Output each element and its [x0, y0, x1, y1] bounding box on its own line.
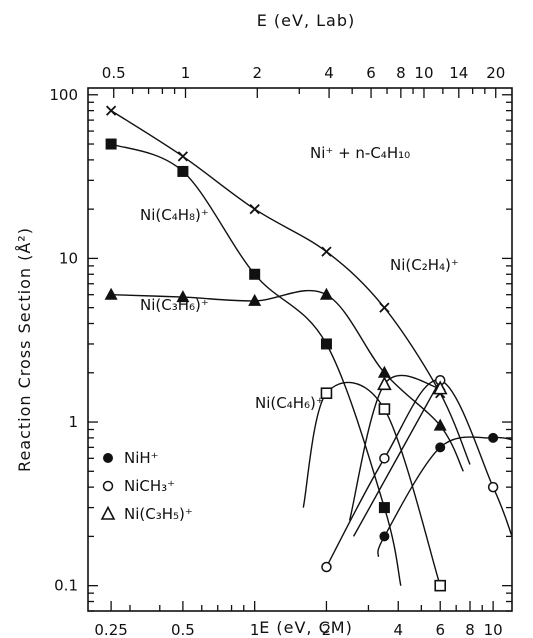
x2-tick-label: 1	[181, 64, 191, 82]
y-tick-label: 1	[68, 413, 78, 431]
plot-frame	[87, 87, 513, 612]
chart-text: 0.1 1 10 100 0.25 0.5 1 2 4 6 8 10 0.5 1 2 4 6 8 10 14 20 E (…	[15, 11, 505, 638]
x-tick-label: 4	[393, 621, 403, 638]
x2-tick-label: 4	[324, 64, 334, 82]
curve-extra	[352, 379, 441, 537]
x2-tick-label: 14	[449, 64, 468, 82]
curve-filled-circle	[377, 436, 513, 557]
filled-circle-marker	[103, 453, 113, 463]
x-axis-title: E (eV, CM)	[259, 618, 353, 637]
x-marker	[379, 302, 390, 313]
open-triangle-marker	[377, 376, 392, 391]
x-tick-label: 0.5	[171, 621, 195, 638]
filled-triangle-marker	[433, 418, 447, 431]
legend: NiH⁺ NiCH₃⁺ Ni(C₃H₅)⁺	[100, 449, 193, 523]
legend-item: NiH⁺	[103, 449, 159, 467]
filled-square-marker	[249, 268, 261, 280]
filled-square-marker	[320, 338, 332, 350]
open-circle-marker	[379, 453, 390, 464]
open-square-marker	[434, 579, 447, 592]
y-tick-label: 10	[59, 249, 78, 267]
axis-ticks	[88, 88, 512, 612]
open-triangle-marker	[432, 380, 448, 395]
open-circle-marker	[321, 561, 332, 573]
series-label-c3h6: Ni(C₃H₆)⁺	[140, 296, 209, 314]
y-axis-title: Reaction Cross Section (Å²)	[15, 227, 34, 472]
open-square-marker	[320, 387, 333, 400]
open-circle-marker	[102, 480, 114, 492]
open-circle-marker	[487, 481, 499, 493]
x-stroke	[379, 302, 390, 313]
reaction-label: Ni⁺ + n-C₄H₁₀	[310, 144, 410, 162]
x-stroke	[249, 204, 260, 215]
x-stroke	[105, 105, 117, 116]
x2-tick-label: 8	[396, 64, 406, 82]
filled-triangle-marker	[248, 293, 262, 306]
filled-circle-marker	[488, 432, 499, 443]
filled-triangle-marker	[319, 287, 333, 300]
x2-tick-label: 2	[253, 64, 263, 82]
x2-tick-label: 10	[414, 64, 433, 82]
y-tick-label: 0.1	[54, 577, 78, 595]
x-marker	[249, 204, 260, 215]
series-label-c4h8: Ni(C₄H₈)⁺	[140, 206, 209, 224]
x-marker	[105, 105, 117, 116]
x2-tick-label: 20	[486, 64, 505, 82]
legend-label: NiH⁺	[124, 449, 159, 467]
x2-tick-label: 0.5	[102, 64, 126, 82]
y-tick-label: 100	[49, 86, 78, 104]
series-label-c4h6: Ni(C₄H₆)⁺	[255, 394, 324, 412]
filled-square-marker	[378, 502, 390, 514]
series-markers	[104, 105, 499, 592]
series-label-c2h4: Ni(C₂H₄)⁺	[390, 256, 459, 274]
filled-square-marker	[105, 138, 117, 150]
x2-tick-label: 6	[366, 64, 376, 82]
curve-filled-triangle	[111, 289, 464, 472]
filled-triangle-marker	[104, 287, 118, 300]
x-tick-label: 6	[435, 621, 445, 638]
x-tick-label: 10	[484, 621, 503, 638]
legend-label: NiCH₃⁺	[124, 477, 175, 495]
filled-circle-marker	[435, 442, 446, 453]
legend-item: NiCH₃⁺	[102, 477, 175, 495]
open-triangle-marker	[100, 505, 116, 520]
x-tick-label: 1	[250, 621, 260, 638]
legend-item: Ni(C₃H₅)⁺	[100, 505, 193, 523]
filled-circle-marker	[379, 531, 390, 542]
curve-open-triangle	[348, 374, 441, 521]
filled-triangle-marker	[377, 365, 391, 378]
x-stroke	[321, 246, 332, 257]
x-marker	[321, 246, 332, 257]
x-marker	[177, 151, 189, 162]
filled-triangle-marker	[176, 290, 190, 303]
x-tick-label: 8	[465, 621, 475, 638]
filled-square-marker	[177, 165, 189, 177]
open-square-marker	[378, 403, 391, 415]
curve-open-circle	[325, 379, 513, 568]
x-tick-label: 0.25	[94, 621, 127, 638]
x-stroke	[177, 151, 189, 162]
x2-axis-title: E (eV, Lab)	[257, 11, 356, 30]
x-tick-label: 2	[322, 621, 332, 638]
curve-open-square	[302, 381, 441, 586]
legend-label: Ni(C₃H₅)⁺	[124, 505, 193, 523]
